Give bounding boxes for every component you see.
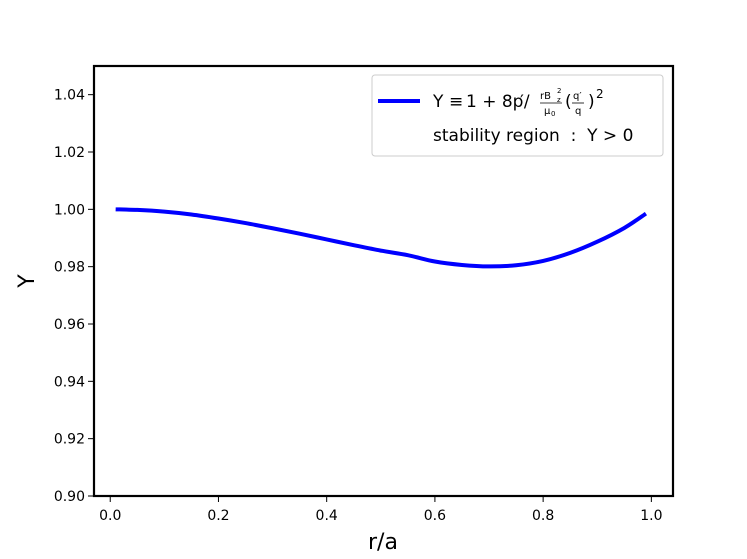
y-tick-label: 1.00: [54, 202, 85, 218]
formula-equiv: ≡: [449, 92, 463, 112]
x-tick-label: 0.6: [424, 508, 446, 524]
y-tick-label: 1.02: [54, 145, 85, 161]
tick-layer: 0.0 0.2 0.4 0.6 0.8 1.0 0.90 0.92 0.94 0.96 0.98 1.…: [54, 88, 663, 524]
y-tick-label: 0.90: [54, 489, 85, 505]
x-tick-label: 0.0: [99, 508, 121, 524]
formula-mu: μ: [544, 106, 551, 117]
formula-qprime: q′: [573, 91, 582, 102]
formula-q: q: [575, 106, 581, 117]
formula-rb: rB: [540, 91, 551, 102]
formula-one-plus: 1 + 8p: [466, 92, 523, 112]
y-tick-label: 1.04: [54, 88, 85, 104]
formula-prime-slash: ′/: [520, 92, 530, 112]
formula-mu-sub: 0: [551, 110, 555, 118]
legend-box: [371, 74, 664, 157]
x-tick-label: 0.8: [532, 508, 554, 524]
formula-open-paren: (: [565, 92, 572, 112]
series-layer: [115, 207, 648, 269]
formula-exp: 2: [596, 87, 604, 101]
y-axis-title: Y: [15, 274, 40, 289]
x-tick-label: 1.0: [640, 508, 662, 524]
formula-rb-sup: 2: [557, 87, 561, 95]
y-tick-label: 0.94: [54, 374, 85, 390]
plot-frame: [92, 64, 675, 498]
legend-note: stability region : Y > 0: [433, 126, 633, 146]
x-tick-label: 0.2: [207, 508, 229, 524]
series-line: [115, 207, 648, 269]
legend-formula: Y ≡ 1 + 8p ′/ rB 2 z μ 0 ( q′ q ) 2: [432, 87, 604, 118]
x-axis-title: r/a: [368, 530, 398, 555]
y-tick-label: 0.92: [54, 432, 85, 448]
formula-rb-sub: z: [557, 96, 561, 104]
y-tick-label: 0.98: [54, 260, 85, 276]
x-tick-label: 0.4: [316, 508, 338, 524]
formula-close-paren: ): [588, 92, 595, 112]
y-tick-label: 0.96: [54, 317, 85, 333]
legend: Y ≡ 1 + 8p ′/ rB 2 z μ 0 ( q′ q ) 2 stab…: [371, 74, 664, 157]
formula-y: Y: [432, 92, 444, 112]
